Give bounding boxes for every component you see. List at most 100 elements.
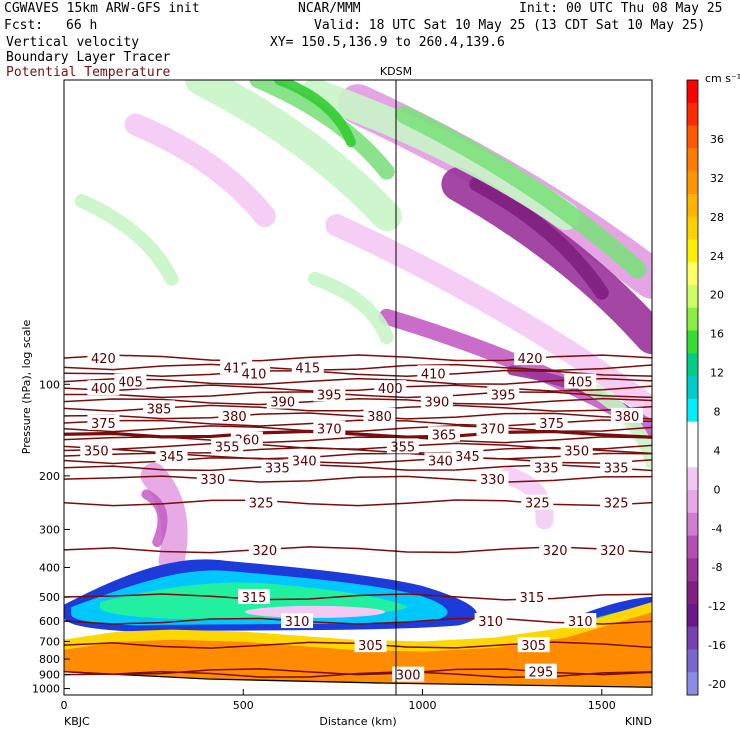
- axes: 0 500 1000 15001002003004005006007008009001…: [32, 378, 616, 712]
- theta-contour-395: [64, 391, 652, 399]
- theta-label-bg: [564, 613, 597, 629]
- colorbar-label: -16: [708, 639, 726, 652]
- colorbar-label: 12: [710, 367, 724, 380]
- x-tick-label: 1000: [409, 699, 437, 712]
- theta-label-bg: [87, 380, 120, 396]
- w-band-pos: [395, 105, 647, 279]
- theta-label-bg: [143, 400, 176, 416]
- theta-label: 355: [215, 440, 240, 455]
- theta-label-bg: [114, 373, 147, 389]
- colorbar-swatch: [687, 421, 698, 445]
- station-right-label: KIND: [625, 715, 652, 728]
- theta-label: 310: [568, 615, 593, 630]
- theta-label-bg: [392, 666, 425, 682]
- theta-label-bg: [535, 414, 568, 430]
- theta-label-bg: [514, 350, 547, 366]
- w-band-pos: [249, 80, 395, 180]
- theta-label: 340: [428, 454, 453, 469]
- theta-label: 335: [265, 462, 290, 477]
- colorbar-swatch: [687, 672, 698, 696]
- theta-label-bg: [238, 588, 271, 604]
- theta-label: 395: [317, 388, 342, 403]
- theta-label-bg: [476, 471, 509, 487]
- y-tick-label: 200: [39, 470, 60, 483]
- w-band-neg: [140, 462, 188, 574]
- y-tick-label: 600: [39, 615, 60, 628]
- theta-label: 375: [539, 417, 564, 432]
- theta-label-bg: [313, 386, 346, 402]
- header-org: NCAR/MMM: [298, 1, 361, 16]
- theta-label: 370: [480, 423, 505, 438]
- theta-label: 325: [525, 497, 550, 512]
- theta-label: 400: [91, 382, 116, 397]
- theta-contour-420: [64, 354, 652, 362]
- station-left-label: KBJC: [64, 715, 90, 728]
- colorbar-swatch: [687, 376, 698, 400]
- colorbar-swatch: [687, 649, 698, 673]
- theta-label-bg: [211, 438, 244, 454]
- theta-label: 340: [292, 454, 317, 469]
- theta-contour-315: [64, 593, 652, 601]
- theta-label: 330: [480, 473, 505, 488]
- theta-contour-330: [64, 475, 652, 483]
- colorbar-label: 8: [714, 406, 721, 419]
- colorbar-swatch: [687, 467, 698, 491]
- theta-label: 370: [317, 423, 342, 438]
- theta-contour-415: [64, 363, 652, 372]
- colorbar-label: 24: [710, 250, 724, 263]
- theta-contour-400: [64, 384, 652, 392]
- colorbar-frame: [686, 79, 699, 696]
- theta-label: 385: [147, 402, 172, 417]
- colorbar-swatch: [687, 398, 698, 423]
- theta-label: 410: [421, 367, 446, 382]
- theta-label: 320: [543, 544, 568, 559]
- w-band-pos: [274, 80, 356, 148]
- theta-label-bg: [313, 420, 346, 436]
- header-field-theta: Potential Temperature: [6, 65, 171, 80]
- theta-label: 375: [91, 417, 116, 432]
- y-tick-label: 100: [39, 378, 60, 391]
- y-tick-label: 1000: [32, 683, 60, 696]
- theta-label-bg: [530, 459, 563, 475]
- theta-label: 310: [478, 615, 503, 630]
- header-valid: Valid: 18 UTC Sat 10 May 25 (13 CDT Sat …: [314, 18, 706, 33]
- theta-label: 305: [358, 639, 383, 654]
- theta-label: 325: [604, 497, 629, 512]
- theta-label-bg: [451, 447, 484, 463]
- header-model: CGWAVES 15km ARW-GFS init: [4, 1, 200, 16]
- theta-label: 390: [424, 396, 449, 411]
- colorbar-swatch: [687, 193, 698, 218]
- y-tick-label: 300: [39, 523, 60, 536]
- header-field-vertical-velocity: Vertical velocity: [6, 35, 140, 50]
- theta-label-bg: [420, 393, 453, 409]
- theta-label: 365: [432, 428, 457, 443]
- colorbar-swatch: [687, 307, 698, 332]
- theta-label: 380: [367, 410, 392, 425]
- theta-label: 395: [491, 388, 516, 403]
- theta-label-bg: [261, 459, 294, 475]
- w-band-neg: [469, 177, 609, 300]
- x-tick-label: 500: [233, 699, 254, 712]
- theta-label-bg: [196, 471, 229, 487]
- colorbar-label: -20: [708, 678, 726, 691]
- theta-label: 380: [614, 410, 639, 425]
- theta-label-bg: [610, 407, 643, 423]
- w-band-pos: [185, 80, 402, 232]
- theta-label-bg: [218, 407, 251, 423]
- theta-label-bg: [155, 447, 188, 463]
- theta-label-bg: [600, 459, 633, 475]
- x-tick-label: 1500: [588, 699, 616, 712]
- theta-label-bg: [539, 541, 572, 557]
- colorbar-swatch: [687, 535, 698, 559]
- colorbar-label: 16: [710, 328, 724, 341]
- theta-label: 335: [534, 462, 559, 477]
- colorbar-label: 0: [714, 483, 721, 496]
- colorbar-swatch: [687, 102, 698, 127]
- y-tick-label: 800: [39, 653, 60, 666]
- colorbar-swatch: [687, 626, 698, 650]
- theta-label-bg: [560, 442, 593, 458]
- tracer-gap: [244, 605, 385, 618]
- header-field-tracer: Boundary Layer Tracer: [6, 50, 171, 65]
- colorbar-swatch: [687, 285, 698, 309]
